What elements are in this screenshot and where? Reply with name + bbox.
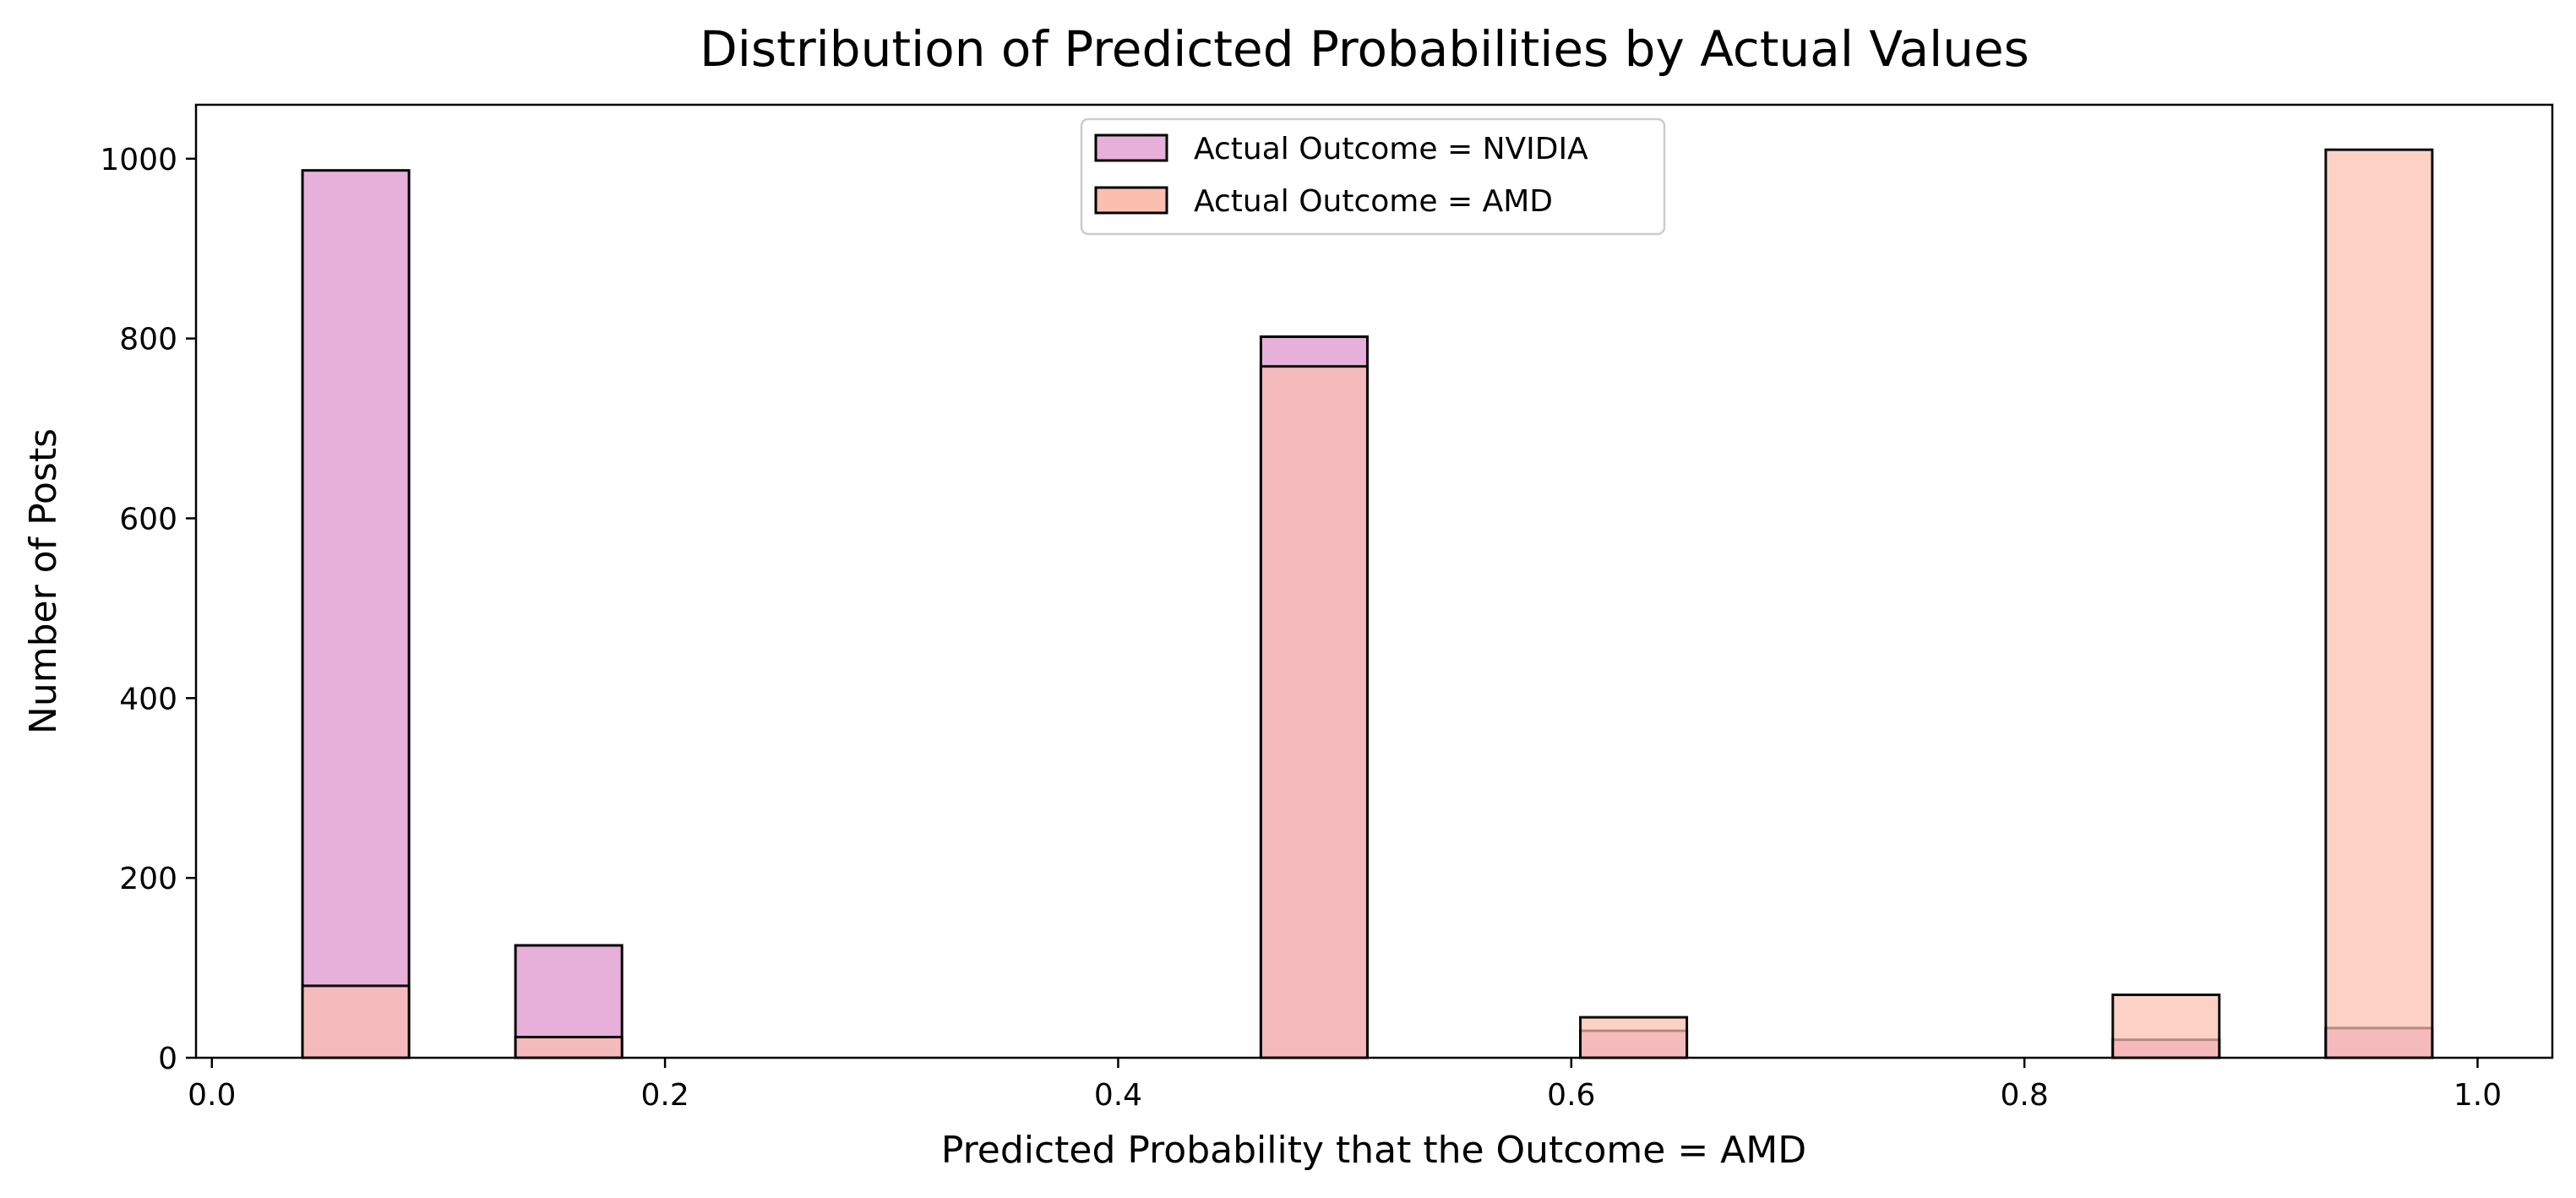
legend-swatch-amd <box>1094 186 1168 215</box>
x-tick-label: 0.6 <box>1547 1078 1595 1113</box>
y-tick-label: 400 <box>119 682 177 716</box>
legend-label-amd: Actual Outcome = AMD <box>1194 184 1553 219</box>
chart-title: Distribution of Predicted Probabilities … <box>700 20 2029 78</box>
x-axis-label: Predicted Probability that the Outcome =… <box>941 1129 1806 1172</box>
legend-swatch-nvidia <box>1094 133 1168 162</box>
bar-amd <box>514 1036 624 1059</box>
legend-box <box>1080 117 1666 236</box>
bar-amd <box>2324 148 2434 1059</box>
bar-nvidia <box>301 169 411 1059</box>
y-axis-label: Number of Posts <box>22 428 65 734</box>
bar-amd <box>2111 994 2221 1059</box>
legend: Actual Outcome = NVIDIA Actual Outcome =… <box>1080 117 1666 236</box>
y-tick-label: 200 <box>119 862 177 896</box>
amd-bars <box>301 148 2434 1059</box>
x-tick-label: 0.2 <box>640 1078 689 1113</box>
x-axis-ticks: 0.0 0.2 0.4 0.6 0.8 1.0 <box>188 1058 2502 1113</box>
x-tick-label: 1.0 <box>2453 1078 2502 1113</box>
x-tick-label: 0.4 <box>1094 1078 1142 1113</box>
bar-amd <box>1259 365 1369 1059</box>
legend-label-nvidia: Actual Outcome = NVIDIA <box>1194 132 1588 166</box>
y-tick-label: 600 <box>119 503 177 537</box>
bar-amd <box>1579 1016 1689 1059</box>
y-axis-ticks: 0 200 400 600 800 1000 <box>100 143 196 1076</box>
plot-area: 0 200 400 600 800 1000 0.0 0.2 0.4 0.6 0.8 1.0 <box>100 103 2554 1113</box>
plot-frame <box>194 103 2554 1059</box>
x-tick-label: 0.8 <box>2001 1078 2049 1113</box>
bar-amd <box>301 984 411 1059</box>
y-tick-label: 0 <box>158 1042 177 1076</box>
y-tick-label: 800 <box>119 323 177 357</box>
x-tick-label: 0.0 <box>188 1078 236 1113</box>
y-tick-label: 1000 <box>100 143 177 177</box>
